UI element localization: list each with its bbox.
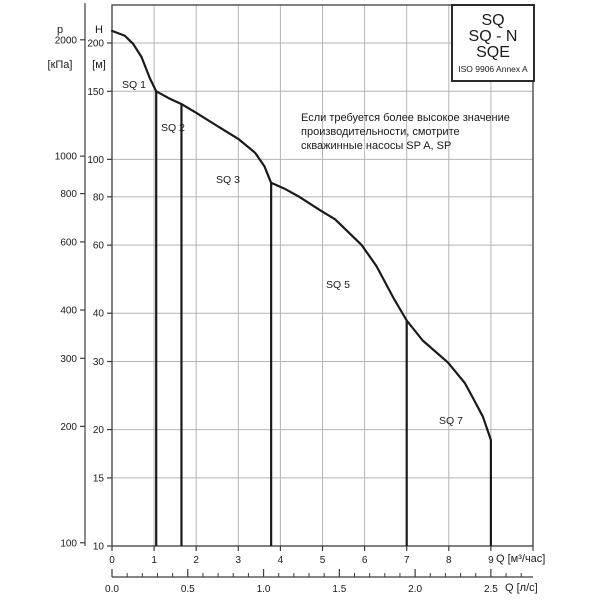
head-tick-label: 60 [93,241,105,252]
curve-label-sq3: SQ 3 [216,174,240,186]
head-tick-label: 15 [93,473,105,484]
annotation-line-2: производительности, смотрите [301,126,460,138]
info-box-line-sqe: SQE [476,44,510,61]
flow-ls-tick-label: 2.5 [484,584,498,595]
pressure-tick-label: 1000 [55,152,78,163]
head-tick-label: 150 [87,87,104,98]
pressure-axis-symbol: p [56,24,64,36]
head-tick-label: 40 [93,309,105,320]
flow-tick-label: 4 [278,555,284,566]
flow-axis-unit-label: Q [м³/час] [496,553,546,565]
flow-ls-axis-unit-label: Q [л/с] [505,582,538,594]
head-axis-title: H [м] [82,2,116,94]
pressure-tick-label: 100 [60,538,77,549]
flow-tick-label: 0 [109,555,115,566]
head-tick-label: 100 [87,155,104,166]
info-box-line-sqn: SQ - N [468,28,518,45]
head-tick-label: 200 [87,39,104,50]
flow-tick-label: 5 [320,555,326,566]
flow-ls-tick-label: 0.5 [181,584,195,595]
head-tick-label: 80 [93,192,105,203]
flow-tick-label: 3 [236,555,242,566]
pressure-axis-title: p [кПа] [38,2,82,94]
curve-label-sq7: SQ 7 [439,415,463,427]
performance-envelope-curve [110,29,492,442]
flow-ls-tick-label: 0.0 [105,584,119,595]
annotation-line-3: скважинные насосы SP A, SP [301,140,452,152]
pressure-axis-unit: [кПа] [47,58,73,71]
pressure-tick-label: 400 [60,306,77,317]
pressure-tick-label: 600 [60,237,77,248]
flow-ls-tick-label: 1.5 [332,584,346,595]
pressure-tick-label: 300 [60,354,77,365]
flow-tick-label: 7 [404,555,410,566]
flow-tick-label: 6 [362,555,368,566]
curve-label-sq5: SQ 5 [326,279,350,291]
flow-ls-tick-label: 2.0 [408,584,422,595]
info-box-line-sq: SQ [481,12,505,29]
pressure-tick-label: 800 [60,189,77,200]
info-box-line-iso: ISO 9906 Annex A [458,64,528,74]
flow-tick-label: 9 [488,555,494,566]
pressure-tick-label: 2000 [55,35,78,46]
flow-tick-label: 1 [151,555,157,566]
annotation: Если требуется более высокое значение пр… [301,111,510,153]
curve-label-sq1: SQ 1 [122,79,146,91]
flow-tick-label: 2 [193,555,199,566]
pressure-tick-label: 200 [60,422,77,433]
head-axis-unit: [м] [92,58,106,71]
head-tick-label: 20 [93,425,105,436]
head-tick-label: 30 [93,357,105,368]
head-axis-symbol: H [95,24,103,36]
head-tick-label: 10 [93,541,105,552]
flow-tick-label: 8 [446,555,452,566]
flow-ls-tick-label: 1.0 [257,584,271,595]
curve-label-sq2: SQ 2 [161,122,185,134]
model-range-info-box: SQ SQ - N SQE ISO 9906 Annex A [451,4,535,82]
annotation-line-1: Если требуется более высокое значение [301,112,510,124]
